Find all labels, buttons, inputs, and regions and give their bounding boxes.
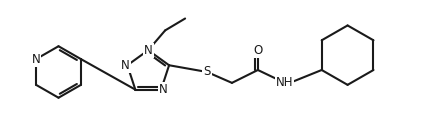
Text: O: O — [253, 44, 263, 57]
Text: N: N — [144, 44, 153, 57]
Text: N: N — [32, 53, 40, 66]
Text: N: N — [121, 59, 130, 72]
Text: NH: NH — [276, 76, 293, 89]
Text: S: S — [204, 66, 211, 79]
Text: N: N — [159, 83, 168, 96]
